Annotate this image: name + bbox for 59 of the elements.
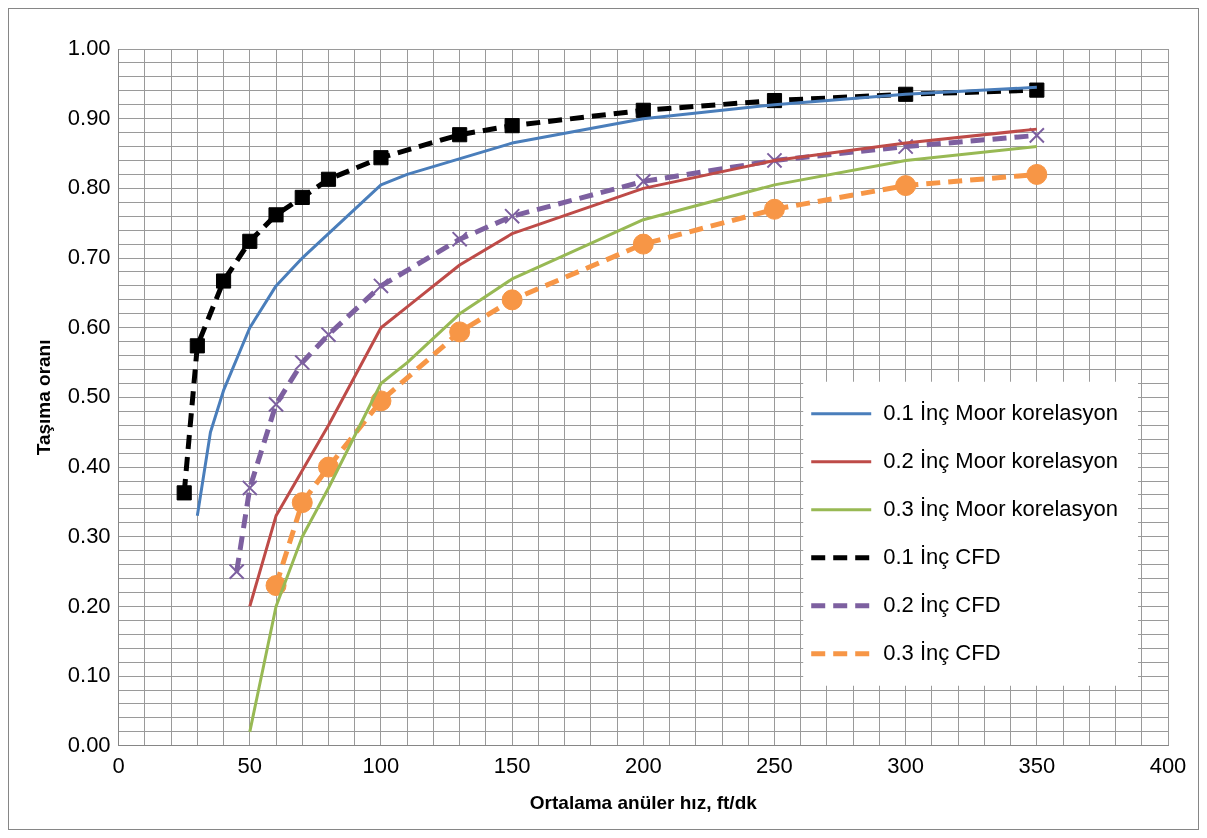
point bbox=[294, 189, 310, 205]
point bbox=[1026, 163, 1048, 185]
x-tick-label: 400 bbox=[1149, 753, 1187, 779]
x-tick-label: 0 bbox=[112, 753, 125, 779]
y-tick-label: 0.50 bbox=[67, 383, 111, 409]
y-axis-title: Taşıma oranı bbox=[32, 339, 54, 456]
point bbox=[268, 207, 284, 223]
point bbox=[451, 231, 468, 248]
legend-label: 0.1 İnç Moor korelasyon bbox=[883, 399, 1118, 425]
point bbox=[449, 321, 471, 343]
point bbox=[635, 173, 652, 190]
point bbox=[228, 563, 245, 580]
point bbox=[763, 198, 785, 220]
point bbox=[373, 150, 389, 166]
y-tick-label: 0.80 bbox=[67, 174, 111, 200]
y-tick-label: 0.10 bbox=[67, 662, 111, 688]
legend-label: 0.3 İnç CFD bbox=[883, 639, 1001, 665]
x-tick-label: 150 bbox=[493, 753, 531, 779]
point bbox=[635, 102, 651, 118]
y-tick-label: 1.00 bbox=[67, 35, 111, 61]
y-tick-label: 0.60 bbox=[67, 313, 111, 339]
y-tick-label: 0.70 bbox=[67, 244, 111, 270]
point bbox=[895, 175, 917, 197]
point bbox=[320, 171, 337, 187]
y-tick-label: 0.00 bbox=[67, 731, 111, 757]
point bbox=[501, 289, 523, 311]
y-tick-label: 0.30 bbox=[67, 522, 111, 548]
point bbox=[318, 456, 339, 478]
point bbox=[241, 479, 258, 497]
point bbox=[372, 277, 390, 294]
point bbox=[766, 152, 783, 169]
point bbox=[267, 396, 285, 413]
y-tick-label: 0.40 bbox=[67, 453, 111, 479]
x-tick-label: 250 bbox=[756, 753, 793, 779]
point bbox=[189, 338, 205, 354]
point bbox=[176, 485, 192, 501]
x-tick-label: 100 bbox=[362, 753, 400, 779]
legend-label: 0.2 İnç Moor korelasyon bbox=[883, 447, 1118, 473]
legend-label: 0.3 İnç Moor korelasyon bbox=[883, 495, 1118, 521]
point bbox=[452, 127, 468, 143]
x-tick-label: 50 bbox=[237, 753, 263, 779]
point bbox=[215, 273, 232, 289]
point bbox=[1028, 127, 1045, 144]
point bbox=[294, 354, 311, 371]
point bbox=[504, 208, 521, 225]
point bbox=[320, 326, 337, 343]
point bbox=[504, 118, 520, 134]
x-tick-label: 350 bbox=[1018, 753, 1056, 779]
point bbox=[242, 233, 258, 249]
legend-label: 0.1 İnç CFD bbox=[883, 543, 1001, 569]
legend-label: 0.2 İnç CFD bbox=[883, 591, 1001, 617]
point bbox=[897, 138, 914, 155]
x-tick-label: 200 bbox=[624, 753, 662, 779]
y-tick-label: 0.20 bbox=[67, 592, 111, 618]
point bbox=[291, 492, 313, 514]
x-axis-title: Ortalama anüler hız, ft/dk bbox=[529, 791, 758, 813]
y-tick-label: 0.90 bbox=[67, 104, 111, 130]
point bbox=[632, 233, 654, 255]
x-tick-label: 300 bbox=[887, 753, 925, 779]
